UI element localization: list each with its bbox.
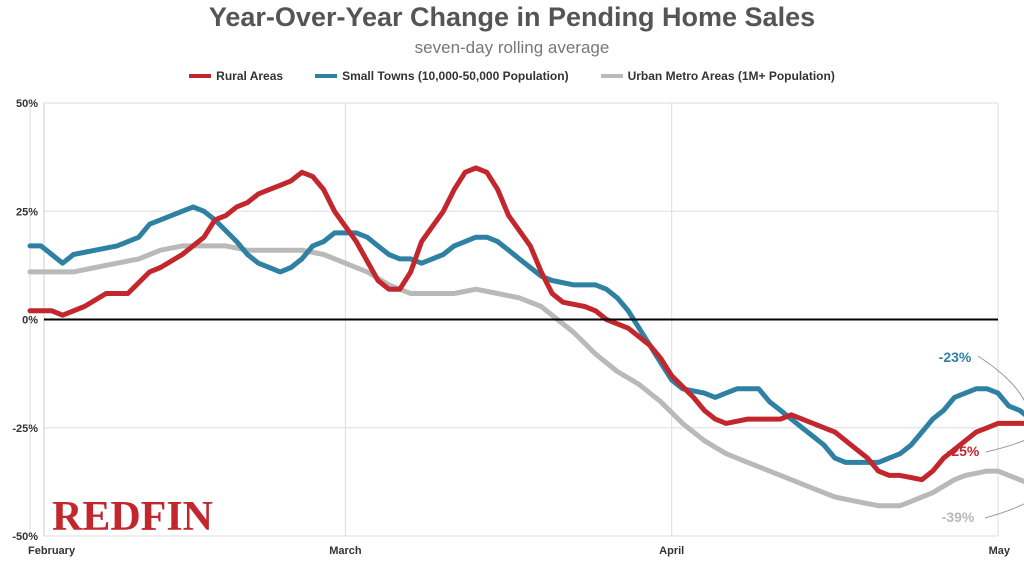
- legend-label-rural: Rural Areas: [216, 69, 284, 83]
- end-label-leader: [984, 503, 1024, 519]
- series-line-small_towns: [27, 204, 1024, 465]
- redfin-logo: REDFIN: [52, 494, 213, 540]
- x-tick-label: March: [329, 545, 362, 557]
- series-line-urban: [27, 243, 1024, 509]
- legend-swatch-urban: [600, 74, 623, 78]
- chart-title: Year-Over-Year Change in Pending Home Sa…: [208, 2, 816, 32]
- end-label-rural: -25%: [947, 443, 980, 459]
- end-label-small_towns: -23%: [939, 349, 972, 365]
- legend-item-urban: Urban Metro Areas (1M+ Population): [600, 69, 835, 83]
- y-tick-label: -50%: [12, 531, 38, 543]
- legend-swatch-rural: [189, 74, 212, 78]
- x-tick-label: April: [659, 545, 684, 557]
- legend-label-small-towns: Small Towns (10,000-50,000 Population): [342, 69, 569, 83]
- legend-label-urban: Urban Metro Areas (1M+ Population): [627, 69, 835, 83]
- x-tick-label: February: [28, 545, 76, 557]
- y-tick-label: 25%: [16, 206, 38, 218]
- y-tick-label: 50%: [16, 98, 38, 110]
- legend-item-small-towns: Small Towns (10,000-50,000 Population): [315, 69, 569, 83]
- chart-subtitle: seven-day rolling average: [414, 38, 610, 57]
- legend: Rural Areas Small Towns (10,000-50,000 P…: [0, 69, 1024, 83]
- legend-swatch-small-towns: [315, 74, 338, 78]
- y-tick-label: 0%: [22, 315, 38, 327]
- y-tick-label: -25%: [12, 423, 38, 435]
- legend-item-rural: Rural Areas: [189, 69, 283, 83]
- x-tick-label: May: [989, 545, 1011, 557]
- end-label-urban: -39%: [942, 509, 975, 525]
- series-line-rural: [27, 165, 1024, 483]
- end-label-leader: [985, 439, 1024, 453]
- end-label-leader: [977, 355, 1024, 401]
